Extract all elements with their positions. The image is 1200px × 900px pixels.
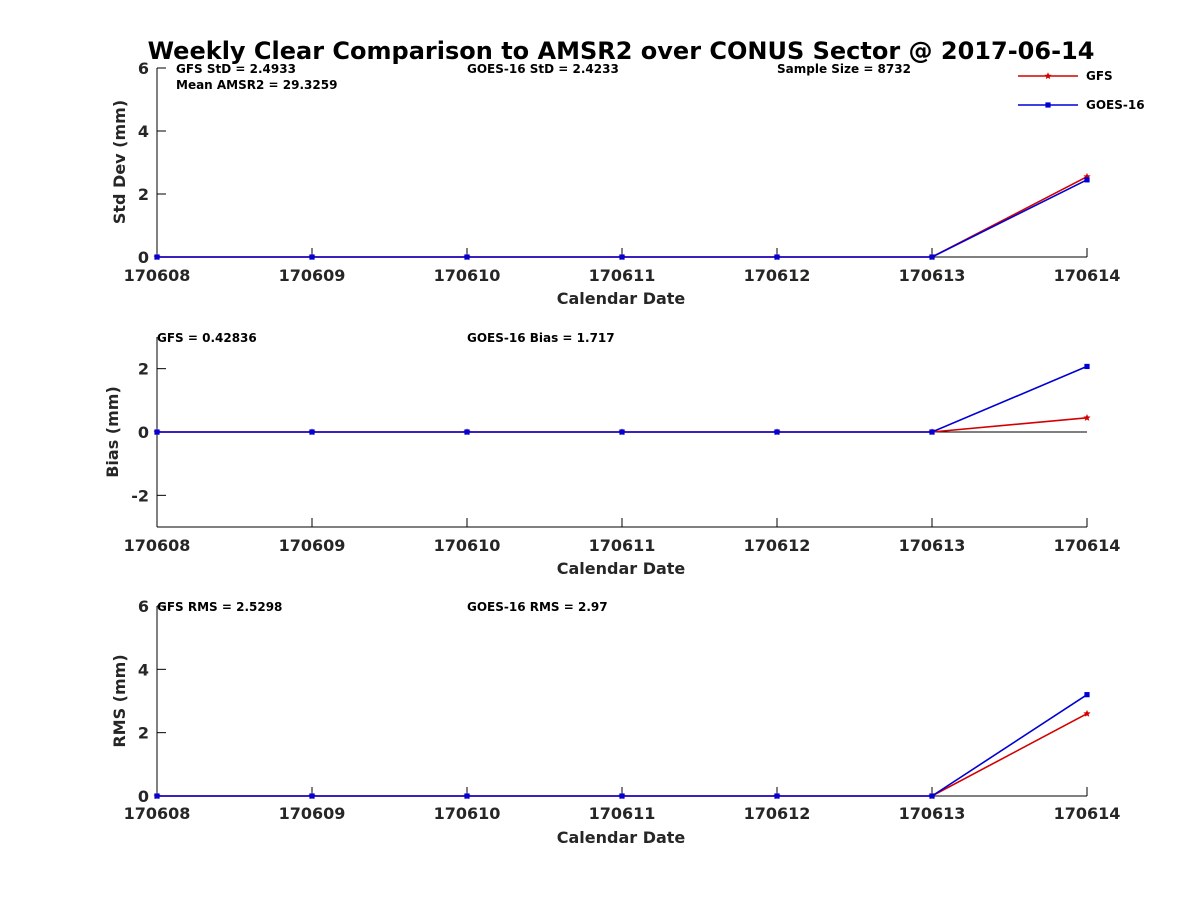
data-point-goes-16 — [464, 793, 470, 799]
y-axis-label: RMS (mm) — [110, 654, 129, 747]
legend-marker-gfs — [1044, 72, 1052, 80]
series-line-gfs — [157, 712, 1088, 797]
data-point-goes-16 — [774, 793, 780, 799]
data-point-goes-16 — [309, 429, 315, 435]
x-tick-label: 170613 — [899, 266, 966, 285]
legend: GFS GOES-16 — [1018, 69, 1145, 112]
data-point-goes-16 — [619, 429, 625, 435]
data-point-goes-16 — [154, 254, 160, 260]
data-point-goes-16 — [464, 254, 470, 260]
y-tick-label: 0 — [138, 787, 149, 806]
x-tick-label: 170614 — [1054, 536, 1121, 555]
x-tick-label: 170614 — [1054, 266, 1121, 285]
data-point-goes-16 — [929, 793, 935, 799]
x-tick-label: 170608 — [124, 804, 191, 823]
stat-annotation: Mean AMSR2 = 29.3259 — [176, 78, 337, 92]
stat-annotation: GFS StD = 2.4933 — [176, 62, 296, 76]
data-point-goes-16 — [774, 429, 780, 435]
stat-annotation: Sample Size = 8732 — [777, 62, 911, 76]
y-tick-label: 4 — [138, 660, 149, 679]
legend-label: GFS — [1086, 69, 1113, 83]
x-tick-label: 170612 — [744, 266, 811, 285]
x-tick-label: 170610 — [434, 536, 501, 555]
panel-2: 170608 170609 170610 170611 170612 170613 1706… — [103, 331, 1120, 578]
x-tick-label: 170613 — [899, 804, 966, 823]
x-tick-label: 170608 — [124, 266, 191, 285]
x-tick-label: 170613 — [899, 536, 966, 555]
data-point-goes-16 — [309, 254, 315, 260]
data-point-gfs — [1083, 413, 1091, 421]
data-point-goes-16 — [1084, 363, 1090, 370]
x-tick-label: 170609 — [279, 266, 346, 285]
data-point-goes-16 — [1084, 177, 1090, 183]
y-tick-label: 6 — [138, 59, 149, 78]
data-point-goes-16 — [929, 254, 935, 260]
series-line-goes-16 — [157, 179, 1088, 258]
x-tick-label: 170609 — [279, 804, 346, 823]
stat-annotation: GOES-16 Bias = 1.717 — [467, 331, 615, 345]
stat-annotation: GOES-16 StD = 2.4233 — [467, 62, 619, 76]
x-tick-label: 170611 — [589, 804, 656, 823]
data-point-goes-16 — [929, 429, 935, 435]
data-point-goes-16 — [619, 254, 625, 260]
data-point-goes-16 — [1084, 692, 1090, 698]
figure-title: Weekly Clear Comparison to AMSR2 over CO… — [148, 37, 1095, 65]
x-tick-label: 170610 — [434, 266, 501, 285]
y-tick-label: 2 — [138, 185, 149, 204]
x-axis-label: Calendar Date — [557, 559, 686, 578]
data-point-goes-16 — [154, 429, 160, 435]
y-tick-label: 0 — [138, 423, 149, 442]
y-tick-label: 2 — [138, 360, 149, 379]
panels: 170608 170609 170610 170611 170612 170613 1706… — [103, 59, 1120, 847]
data-point-goes-16 — [464, 429, 470, 435]
legend-marker-goes-16 — [1045, 102, 1051, 108]
y-axis-label: Bias (mm) — [103, 386, 122, 478]
x-axis-label: Calendar Date — [557, 828, 686, 847]
x-tick-label: 170612 — [744, 804, 811, 823]
series-line-goes-16 — [157, 365, 1088, 433]
y-tick-label: -2 — [131, 486, 149, 505]
x-tick-label: 170611 — [589, 536, 656, 555]
stat-annotation: GFS = 0.42836 — [157, 331, 257, 345]
x-tick-label: 170610 — [434, 804, 501, 823]
y-tick-label: 6 — [138, 597, 149, 616]
stat-annotation: GFS RMS = 2.5298 — [157, 600, 282, 614]
x-tick-label: 170611 — [589, 266, 656, 285]
y-tick-label: 4 — [138, 122, 149, 141]
x-tick-label: 170612 — [744, 536, 811, 555]
y-axis-label: Std Dev (mm) — [110, 100, 129, 224]
data-point-goes-16 — [774, 254, 780, 260]
y-tick-label: 0 — [138, 248, 149, 267]
stat-annotation: GOES-16 RMS = 2.97 — [467, 600, 608, 614]
y-tick-label: 2 — [138, 724, 149, 743]
panel-1: 170608 170609 170610 170611 170612 170613 1706… — [110, 59, 1120, 308]
x-tick-label: 170609 — [279, 536, 346, 555]
data-point-goes-16 — [154, 793, 160, 799]
data-point-goes-16 — [619, 793, 625, 799]
x-tick-label: 170614 — [1054, 804, 1121, 823]
series-line-goes-16 — [157, 694, 1088, 797]
x-tick-label: 170608 — [124, 536, 191, 555]
panel-3: 170608 170609 170610 170611 170612 170613 1706… — [110, 597, 1120, 847]
x-axis-label: Calendar Date — [557, 289, 686, 308]
data-point-goes-16 — [309, 793, 315, 799]
series-line-gfs — [157, 175, 1088, 258]
legend-label: GOES-16 — [1086, 98, 1145, 112]
data-point-gfs — [1083, 709, 1091, 717]
